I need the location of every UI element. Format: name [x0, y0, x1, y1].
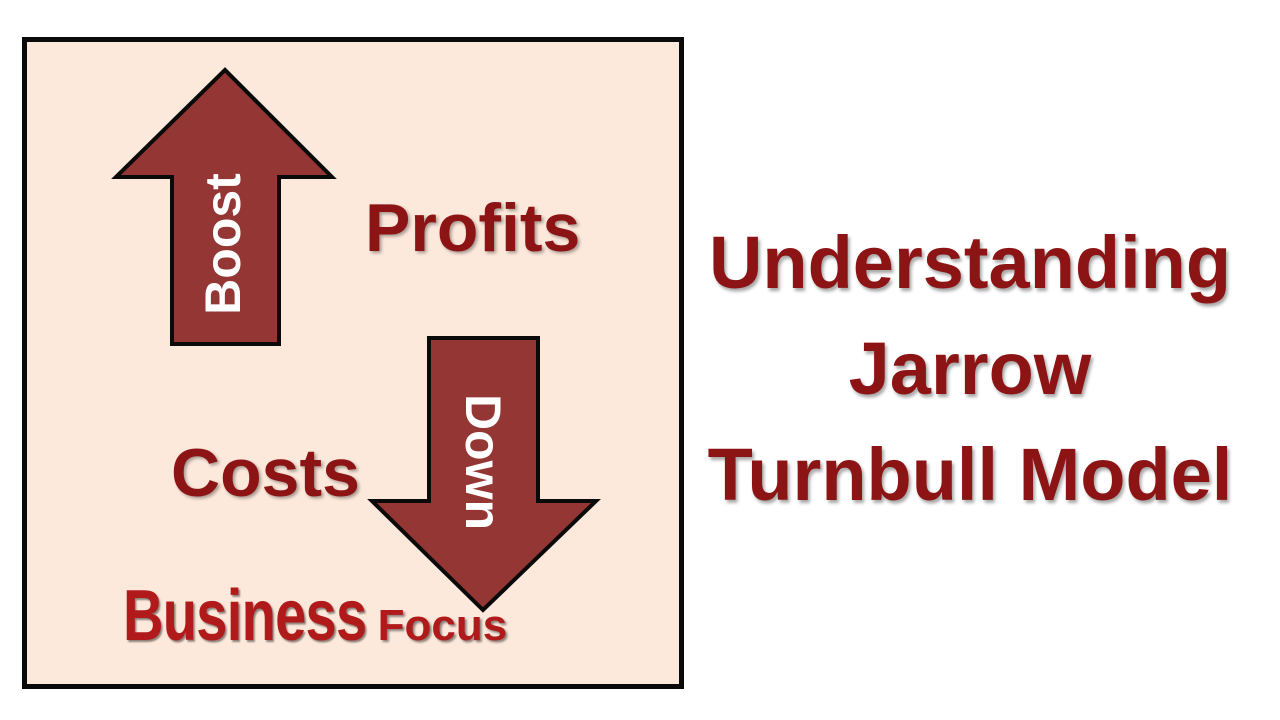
- brand-main-text: Business: [123, 576, 367, 656]
- profits-text: Profits: [365, 190, 581, 266]
- title-line-1: Understanding: [708, 221, 1232, 304]
- down-arrow-icon: [367, 336, 601, 613]
- business-focus-logo: Boost Down Profits Costs Business Focus: [22, 37, 684, 689]
- boost-label: Boost: [195, 173, 251, 315]
- title-line-3: Turnbull Model: [707, 433, 1233, 516]
- brand-sub-text: Focus: [377, 601, 508, 650]
- title-line-2: Jarrow: [848, 327, 1092, 410]
- brand-wordmark: Business Focus: [123, 580, 507, 652]
- up-arrow-icon: [111, 67, 337, 346]
- down-label: Down: [455, 393, 511, 531]
- costs-text: Costs: [171, 435, 360, 511]
- page-title: Understanding Jarrow Turnbull Model: [690, 210, 1250, 528]
- arrows-graphic: [111, 67, 601, 613]
